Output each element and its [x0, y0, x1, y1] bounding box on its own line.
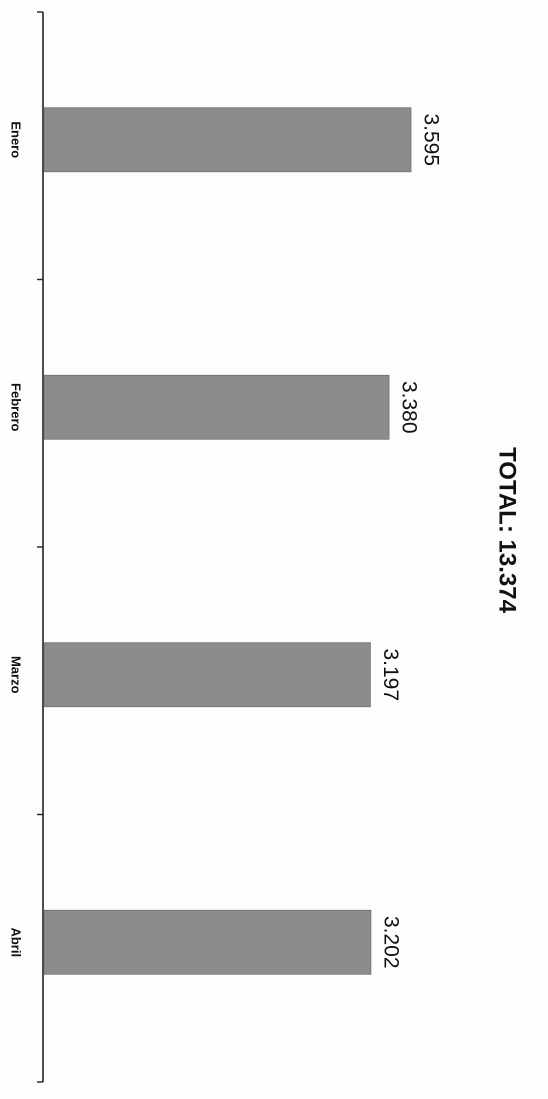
labels-layer: Enero 3.595 Febrero 3.380 Marzo 3.197 Abril 3.2…: [9, 113, 443, 968]
value-label: 3.595: [419, 113, 442, 166]
bars-layer: [43, 107, 412, 975]
bar-marzo: [43, 642, 371, 708]
bar-enero: [43, 107, 412, 173]
value-label: 3.380: [398, 381, 421, 434]
category-label: Abril: [9, 927, 24, 957]
total-annotation: TOTAL: 13.374: [494, 447, 521, 613]
value-label: 3.202: [379, 916, 402, 969]
value-label: 3.197: [379, 648, 402, 701]
category-label: Marzo: [9, 656, 24, 694]
category-label: Febrero: [9, 383, 24, 431]
category-label: Enero: [9, 121, 24, 158]
bar-febrero: [43, 374, 390, 440]
bar-abril: [43, 909, 372, 975]
axis-layer: [37, 11, 44, 1083]
